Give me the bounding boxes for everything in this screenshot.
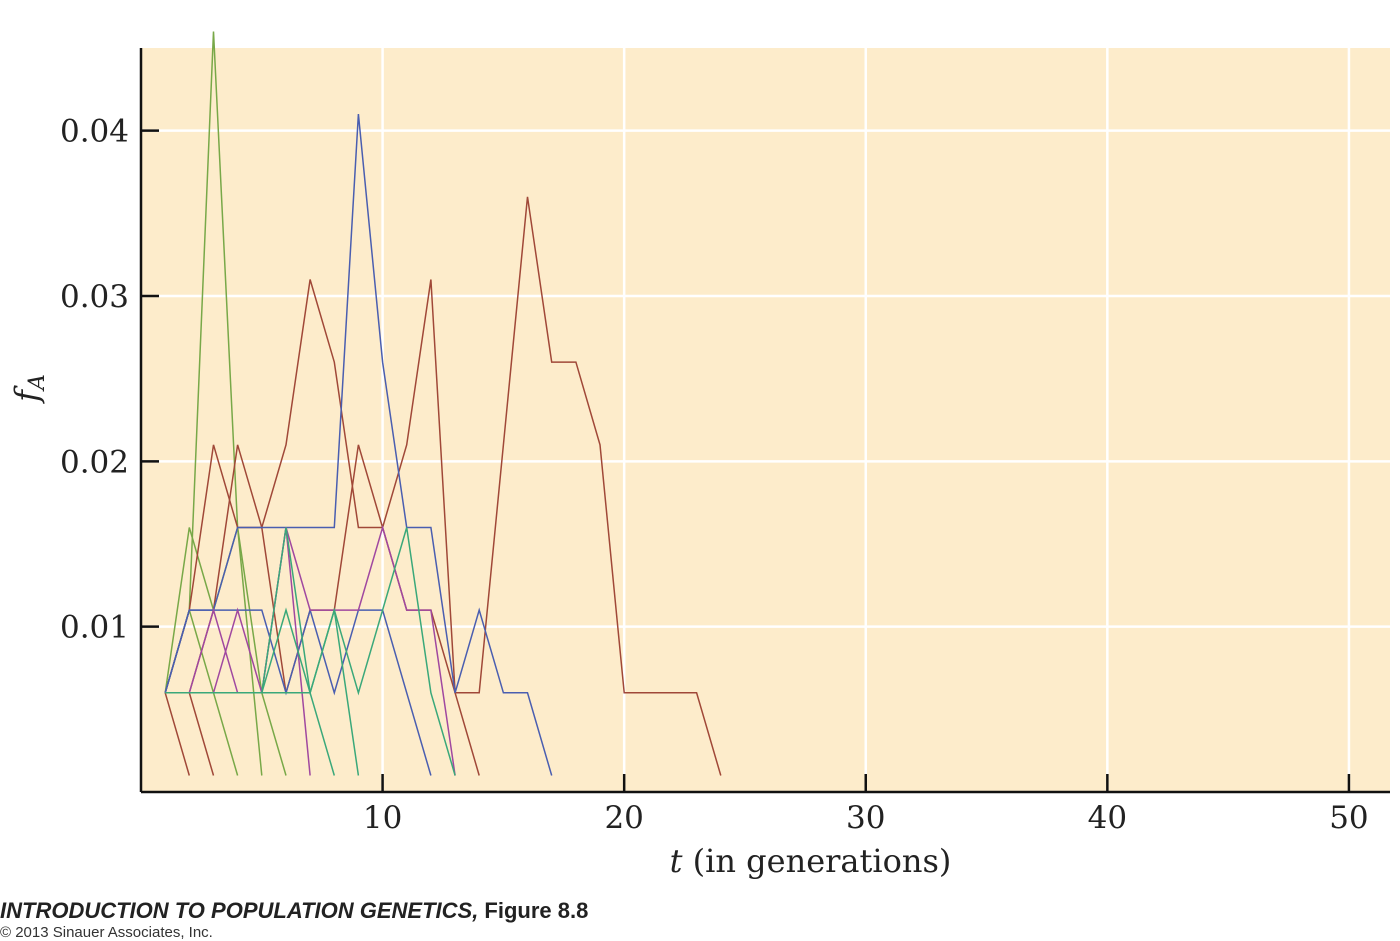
x-axis-title-rest: (in generations) — [682, 842, 951, 880]
y-tick-label: 0.04 — [60, 114, 129, 150]
figure-label: Figure 8.8 — [478, 898, 589, 923]
series-lines — [164, 31, 722, 776]
x-ticks: 10 20 30 40 50 — [363, 774, 1369, 836]
y-axis-title: fA — [8, 374, 50, 404]
plot-background — [141, 48, 1390, 792]
x-tick-label: 40 — [1088, 800, 1127, 836]
x-tick-label: 20 — [604, 800, 643, 836]
chart: 10 20 30 40 50 0.01 0.02 0.03 0.04 t (in genera… — [8, 31, 1390, 880]
series-line — [164, 692, 191, 776]
y-ticks: 0.01 0.02 0.03 0.04 — [60, 114, 159, 646]
y-tick-label: 0.01 — [60, 610, 129, 646]
x-tick-label: 30 — [846, 800, 885, 836]
x-axis-variable: t — [670, 842, 683, 880]
series-line — [165, 527, 336, 776]
x-axis-title: t (in generations) — [670, 842, 952, 880]
y-axis-subscript: A — [25, 374, 50, 392]
book-title: INTRODUCTION TO POPULATION GENETICS, — [0, 898, 479, 923]
y-tick-label: 0.03 — [60, 279, 129, 315]
copyright-notice: © 2013 Sinauer Associates, Inc. — [0, 924, 213, 941]
y-tick-label: 0.02 — [60, 444, 129, 480]
figure-caption: INTRODUCTION TO POPULATION GENETICS, Fig… — [0, 898, 588, 924]
x-tick-label: 10 — [363, 800, 402, 836]
series-line — [164, 114, 553, 776]
series-line — [165, 196, 722, 776]
x-tick-label: 50 — [1329, 800, 1368, 836]
